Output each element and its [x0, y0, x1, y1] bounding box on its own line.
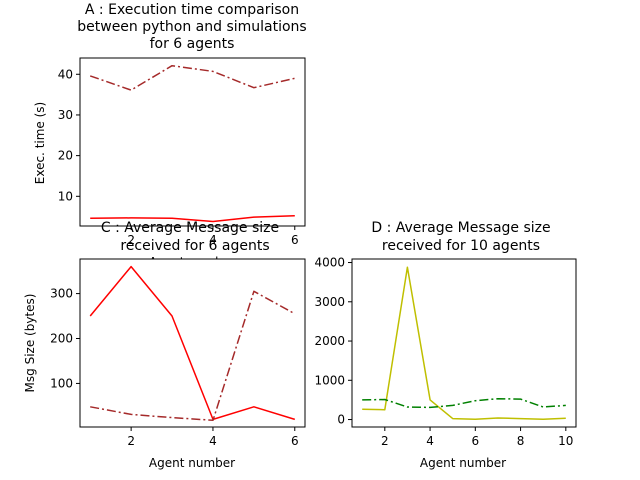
panel-a-series-1-line: [89, 64, 295, 91]
panel-a-y-tick-label: 20: [58, 149, 73, 163]
panel-d-x-tick-label: 6: [471, 434, 479, 448]
panel-c-x-tick-label: 6: [291, 434, 299, 448]
panel-d-x-tick-label: 8: [517, 434, 525, 448]
panel-a-y-tick-label: 10: [58, 189, 73, 203]
panel-a: 2 4 6 10 20 30 40 A : Execution time comparison…: [33, 2, 307, 269]
panel-a-title-line-1: A : Execution time comparison: [85, 2, 299, 18]
panel-d-x-tick-label: 4: [426, 434, 434, 448]
panel-d-x-tick-label: 10: [558, 434, 573, 448]
panel-c-x-axis-label: Agent number: [149, 456, 235, 470]
panel-a-y-tick-label: 40: [58, 67, 73, 81]
panel-c-axes-frame: [79, 258, 306, 428]
panel-d-y-tick-label: 2000: [314, 334, 345, 348]
panel-c-series-2-line: [90, 290, 296, 422]
panel-c-series-1-line: [89, 265, 296, 421]
panel-d-title-line-1: D : Average Message size: [371, 220, 550, 236]
panel-a-x-tick-label: 4: [209, 233, 217, 247]
panel-c-y-tick-label: 300: [50, 287, 73, 301]
panel-d-axes-frame: [351, 258, 577, 428]
panel-d: 2 4 6 8 10 0 1000 2000 3000 4000 D : Average Messa…: [314, 220, 577, 470]
panel-d-series-2-line: [362, 397, 566, 409]
panel-a-title-line-2: between python and simulations: [77, 19, 306, 35]
panel-c-x-tick-label: 4: [209, 434, 217, 448]
panel-d-x-axis-label: Agent number: [420, 456, 506, 470]
panel-d-series-1-line: [362, 266, 566, 421]
panel-d-x-tick-label: 2: [381, 434, 389, 448]
panel-c-y-axis-label: Msg Size (bytes): [23, 294, 37, 393]
panel-a-y-tick-label: 30: [58, 108, 73, 122]
panel-a-series-2-line: [90, 215, 295, 223]
panel-a-x-tick-label: 6: [291, 233, 299, 247]
panel-a-x-tick-label: 2: [127, 233, 135, 247]
panel-d-y-tick-label: 4000: [314, 256, 345, 270]
panel-d-y-tick-label: 1000: [314, 373, 345, 387]
panel-a-title-line-3: for 6 agents: [150, 36, 235, 52]
panel-c: 2 4 6 100 200 300 C : Average Message size rec…: [23, 220, 306, 470]
panel-c-y-tick-label: 100: [50, 376, 73, 390]
panel-d-y-tick-label: 0: [337, 413, 345, 427]
panel-c-y-tick-label: 200: [50, 332, 73, 346]
panel-a-y-axis-label: Exec. time (s): [33, 102, 47, 184]
panel-c-title-line-1: C : Average Message size: [101, 220, 279, 236]
panel-c-title-line-2: received for 6 agents: [120, 238, 269, 254]
panel-c-x-tick-label: 2: [127, 434, 135, 448]
panel-d-y-tick-label: 3000: [314, 295, 345, 309]
panel-d-title-line-2: received for 10 agents: [382, 238, 540, 254]
